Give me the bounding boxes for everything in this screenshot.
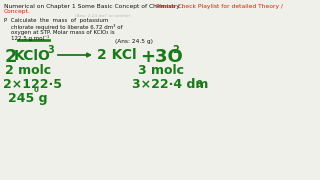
Text: KClO: KClO bbox=[14, 49, 51, 63]
Text: 2×122·5: 2×122·5 bbox=[3, 78, 62, 91]
Text: (Ans: 24.5 g): (Ans: 24.5 g) bbox=[115, 39, 153, 44]
Text: chlorate required to liberate 6.72 dm³ of: chlorate required to liberate 6.72 dm³ o… bbox=[4, 24, 123, 30]
Text: 3: 3 bbox=[47, 45, 54, 55]
Text: 3 molc: 3 molc bbox=[138, 64, 184, 77]
Text: 245 g: 245 g bbox=[8, 92, 47, 105]
Text: 2: 2 bbox=[172, 45, 179, 55]
Text: 2: 2 bbox=[5, 48, 18, 66]
Text: +3O: +3O bbox=[140, 48, 183, 66]
Text: 0: 0 bbox=[34, 87, 39, 93]
Text: (Ans: 2.24 dm³ or similar): (Ans: 2.24 dm³ or similar) bbox=[75, 14, 131, 18]
Text: 2 molc: 2 molc bbox=[5, 64, 51, 77]
Text: 3: 3 bbox=[196, 80, 202, 89]
Text: 122.5 g mol⁻¹: 122.5 g mol⁻¹ bbox=[4, 35, 49, 41]
Text: 3×22·4 dm: 3×22·4 dm bbox=[132, 78, 208, 91]
Text: Please Check Playlist for detailed Theory /: Please Check Playlist for detailed Theor… bbox=[156, 4, 283, 9]
Text: Numerical on Chapter 1 Some Basic Concept of Chemistry .: Numerical on Chapter 1 Some Basic Concep… bbox=[4, 4, 185, 9]
Text: 2 KCl: 2 KCl bbox=[97, 48, 137, 62]
Text: oxygen at STP. Molar mass of KClO₃ is: oxygen at STP. Molar mass of KClO₃ is bbox=[4, 30, 115, 35]
Text: P  Calculate  the  mass  of  potassium: P Calculate the mass of potassium bbox=[4, 18, 108, 23]
Text: Concept.: Concept. bbox=[4, 9, 31, 14]
